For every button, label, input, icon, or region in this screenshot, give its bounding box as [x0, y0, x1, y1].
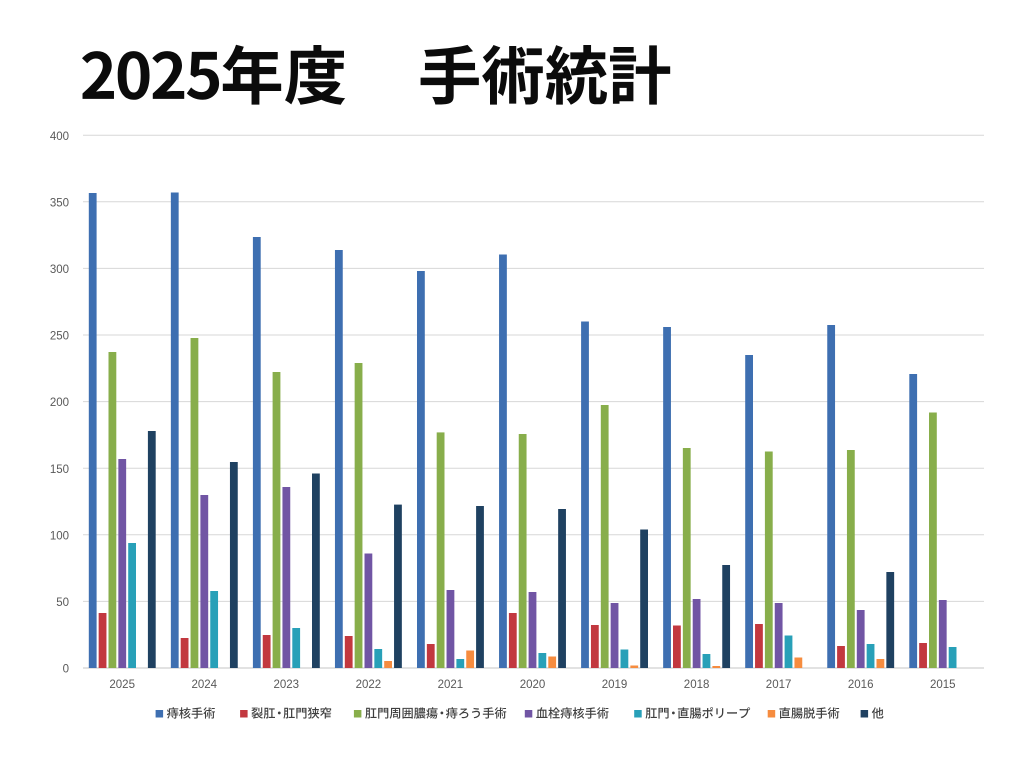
svg-text:400: 400: [50, 131, 69, 143]
svg-text:0: 0: [63, 664, 69, 676]
svg-text:2024: 2024: [192, 679, 218, 691]
svg-text:200: 200: [50, 397, 69, 409]
svg-text:100: 100: [50, 530, 69, 542]
svg-text:2017: 2017: [766, 679, 792, 691]
svg-text:2015: 2015: [930, 679, 956, 691]
svg-text:2016: 2016: [848, 679, 874, 691]
svg-text:2025: 2025: [109, 679, 135, 691]
svg-text:2022: 2022: [356, 679, 382, 691]
svg-text:250: 250: [50, 331, 69, 343]
svg-text:300: 300: [50, 264, 69, 276]
svg-text:2020: 2020: [520, 679, 546, 691]
svg-text:150: 150: [50, 464, 69, 476]
svg-text:350: 350: [50, 197, 69, 209]
svg-text:2018: 2018: [684, 679, 710, 691]
svg-text:2019: 2019: [602, 679, 628, 691]
svg-text:50: 50: [56, 597, 69, 609]
svg-text:2023: 2023: [274, 679, 300, 691]
svg-text:2021: 2021: [438, 679, 464, 691]
